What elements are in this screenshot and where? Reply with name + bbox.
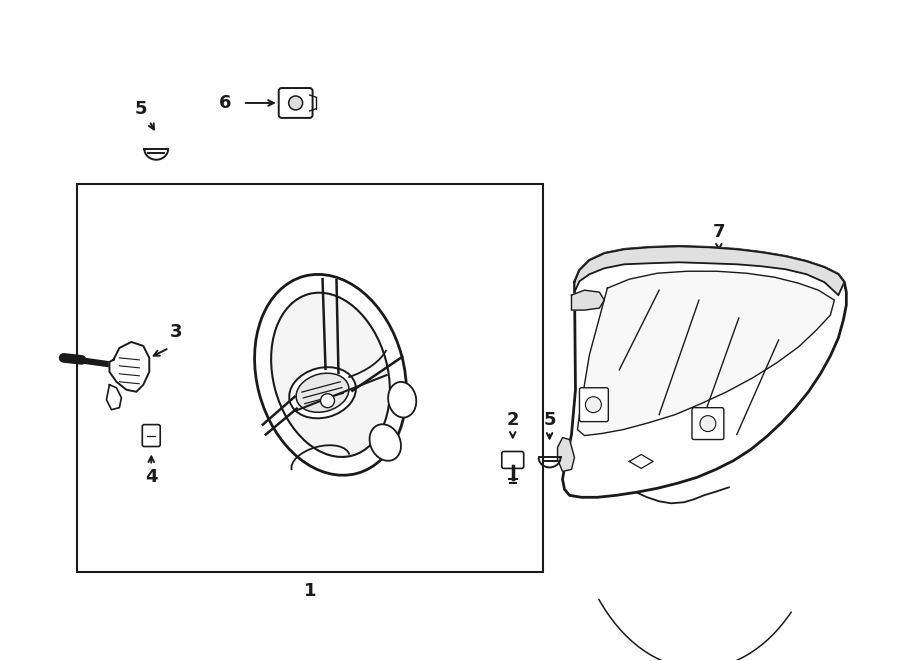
Text: 5: 5: [135, 100, 148, 118]
Ellipse shape: [255, 274, 407, 475]
FancyBboxPatch shape: [502, 451, 524, 469]
Polygon shape: [578, 271, 834, 436]
Ellipse shape: [370, 424, 401, 461]
Polygon shape: [110, 342, 149, 392]
Polygon shape: [574, 247, 844, 295]
Text: 3: 3: [170, 323, 183, 341]
Circle shape: [289, 96, 302, 110]
Ellipse shape: [388, 382, 417, 418]
Circle shape: [320, 394, 335, 408]
Ellipse shape: [289, 367, 356, 418]
Polygon shape: [557, 438, 574, 471]
Text: 2: 2: [507, 410, 519, 428]
Polygon shape: [572, 290, 604, 310]
Polygon shape: [562, 247, 846, 497]
Text: 4: 4: [145, 469, 158, 486]
FancyBboxPatch shape: [692, 408, 724, 440]
Text: 7: 7: [713, 223, 725, 241]
Bar: [76, 184, 543, 572]
Polygon shape: [629, 455, 653, 469]
Text: 1: 1: [304, 582, 317, 600]
FancyBboxPatch shape: [580, 388, 608, 422]
FancyBboxPatch shape: [279, 88, 312, 118]
Text: 6: 6: [219, 94, 231, 112]
Text: 5: 5: [544, 410, 556, 428]
Ellipse shape: [271, 293, 390, 457]
Ellipse shape: [296, 373, 349, 412]
Circle shape: [700, 416, 716, 432]
FancyBboxPatch shape: [142, 424, 160, 447]
Circle shape: [585, 397, 601, 412]
Polygon shape: [106, 385, 122, 410]
